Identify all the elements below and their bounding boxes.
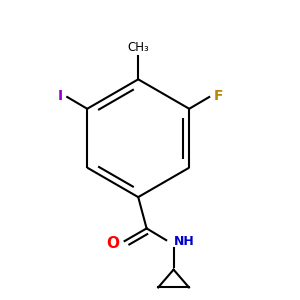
Text: F: F	[214, 88, 223, 103]
Text: NH: NH	[174, 235, 194, 248]
Text: CH₃: CH₃	[127, 41, 149, 54]
Text: O: O	[106, 236, 120, 250]
Text: I: I	[58, 88, 63, 103]
